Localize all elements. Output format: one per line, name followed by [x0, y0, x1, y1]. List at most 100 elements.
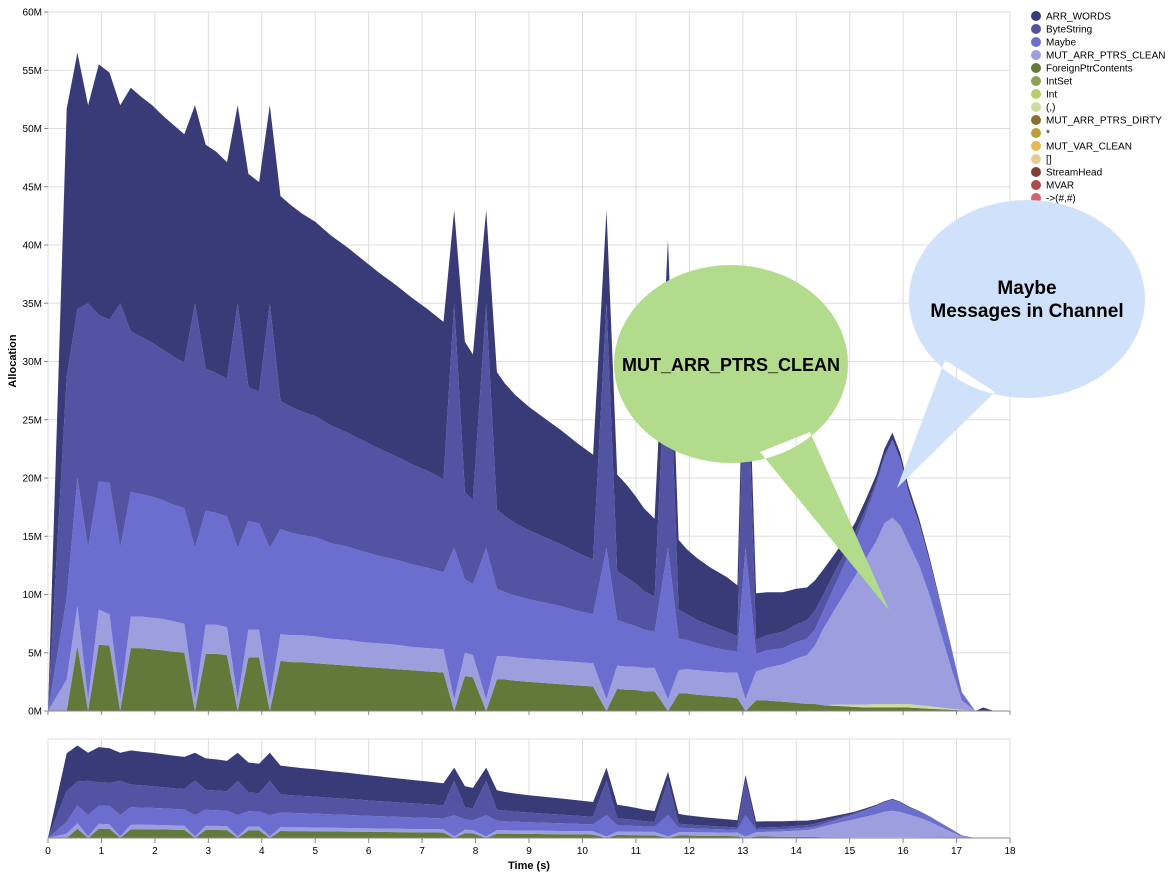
x-tick-label: 16 [898, 846, 910, 857]
mut-arr-bubble-text: MUT_ARR_PTRS_CLEAN [622, 355, 840, 375]
legend-item: [] [1031, 154, 1052, 166]
y-tick-label: 35M [23, 299, 42, 310]
overview-axis: 0 1 2 3 4 5 6 7 8 9 10 11 12 13 14 15 16 17 18 [45, 837, 1016, 857]
legend-item: Maybe [1031, 37, 1076, 49]
x-tick-label: 4 [259, 846, 265, 857]
x-tick-label: 18 [1004, 846, 1016, 857]
overview-area-arr-words [48, 745, 994, 838]
legend-label: * [1046, 129, 1050, 140]
overview-area-mut-arr-ptrs-clean [48, 810, 994, 838]
legend-swatch [1031, 115, 1041, 125]
legend-swatch [1031, 154, 1041, 164]
y-tick-label: 40M [23, 241, 42, 252]
x-tick-label: 0 [45, 846, 51, 857]
legend-swatch [1031, 63, 1041, 73]
legend-item: MUT_ARR_PTRS_CLEAN [1031, 50, 1165, 62]
legend-label: MUT_ARR_PTRS_DIRTY [1046, 116, 1162, 127]
legend-item: (,) [1031, 102, 1055, 114]
x-tick-label: 14 [791, 846, 803, 857]
x-tick-label: 7 [419, 846, 425, 857]
overview-area-bytestring [48, 780, 994, 838]
legend-item: StreamHead [1031, 167, 1102, 179]
x-tick-label: 2 [152, 846, 158, 857]
legend-item: IntSet [1031, 76, 1072, 88]
y-tick-label: 25M [23, 415, 42, 426]
y-tick-label: 0M [28, 707, 42, 718]
legend-label: MUT_ARR_PTRS_CLEAN [1046, 51, 1165, 62]
legend-swatch [1031, 102, 1041, 112]
legend-swatch [1031, 180, 1041, 190]
legend-label: (,) [1046, 103, 1055, 114]
legend-swatch [1031, 37, 1041, 47]
legend-label: MVAR [1046, 181, 1074, 192]
legend-item: MVAR [1031, 180, 1074, 192]
main-area-mut-arr-ptrs-clean [48, 517, 994, 711]
y-tick-label: 50M [23, 124, 42, 135]
legend: ARR_WORDS ByteString Maybe MUT_ARR_PTRS_CLE… [1031, 11, 1165, 205]
legend-label: StreamHead [1046, 168, 1102, 179]
legend-swatch [1031, 50, 1041, 60]
y-tick-label: 45M [23, 182, 42, 193]
x-tick-label: 5 [312, 846, 318, 857]
y-axis-title: Allocation [7, 334, 19, 387]
overview-areas [48, 745, 994, 838]
x-tick-label: 1 [99, 846, 105, 857]
x-tick-label: 10 [577, 846, 589, 857]
legend-label: Int [1046, 90, 1057, 101]
legend-swatch [1031, 11, 1041, 21]
y-tick-label: 5M [28, 648, 42, 659]
x-tick-label: 8 [473, 846, 479, 857]
main-area-bytestring [48, 303, 994, 711]
y-tick-label: 10M [23, 590, 42, 601]
legend-item: MUT_ARR_PTRS_DIRTY [1031, 115, 1162, 127]
main-areas [48, 52, 994, 712]
y-tick-label: 15M [23, 532, 42, 543]
overview-area-- [48, 828, 994, 838]
legend-item: MUT_VAR_CLEAN [1031, 141, 1132, 153]
x-axis-title: Time (s) [508, 860, 550, 872]
legend-label: ARR_WORDS [1046, 12, 1111, 23]
legend-label: ForeignPtrContents [1046, 64, 1133, 75]
y-tick-label: 20M [23, 474, 42, 485]
maybe-bubble-line-1: Maybe [997, 278, 1056, 299]
legend-label: IntSet [1046, 77, 1072, 88]
legend-swatch [1031, 24, 1041, 34]
x-tick-label: 6 [366, 846, 372, 857]
x-tick-label: 15 [844, 846, 856, 857]
overview-area-maybe [48, 800, 994, 838]
legend-label: Maybe [1046, 38, 1076, 49]
legend-swatch [1031, 128, 1041, 138]
y-tick-label: 60M [23, 8, 42, 19]
y-tick-label: 55M [23, 66, 42, 77]
maybe-bubble: Maybe Messages in Channel [897, 200, 1145, 488]
x-tick-label: 17 [951, 846, 963, 857]
overview-area-foreignptrcontents [48, 828, 994, 838]
maybe-bubble-line-2: Messages in Channel [930, 301, 1123, 322]
legend-swatch [1031, 76, 1041, 86]
legend-item: * [1031, 128, 1050, 140]
legend-item: ForeignPtrContents [1031, 63, 1133, 75]
legend-swatch [1031, 167, 1041, 177]
x-tick-label: 11 [631, 846, 642, 857]
legend-swatch [1031, 141, 1041, 151]
main-area-maybe [48, 440, 994, 711]
legend-item: Int [1031, 89, 1057, 101]
legend-label: ->(#,#) [1046, 194, 1076, 205]
y-tick-label: 30M [23, 357, 42, 368]
legend-label: [] [1046, 155, 1052, 166]
legend-item: ByteString [1031, 24, 1092, 36]
x-tick-label: 13 [737, 846, 749, 857]
main-area-foreignptrcontents [48, 644, 994, 711]
main-area-arr-words [48, 52, 994, 712]
legend-label: MUT_VAR_CLEAN [1046, 142, 1132, 153]
main-axis: 0M 5M 10M 15M 20M 25M 30M 35M 40M 45M 50M 55M 60M [23, 8, 1011, 718]
legend-label: ByteString [1046, 25, 1092, 36]
x-tick-label: 3 [206, 846, 212, 857]
legend-swatch [1031, 89, 1041, 99]
mut-arr-bubble: MUT_ARR_PTRS_CLEAN [614, 265, 889, 610]
x-tick-label: 9 [526, 846, 532, 857]
x-tick-label: 12 [684, 846, 696, 857]
main-area-- [48, 644, 994, 711]
legend-item: ARR_WORDS [1031, 11, 1111, 23]
